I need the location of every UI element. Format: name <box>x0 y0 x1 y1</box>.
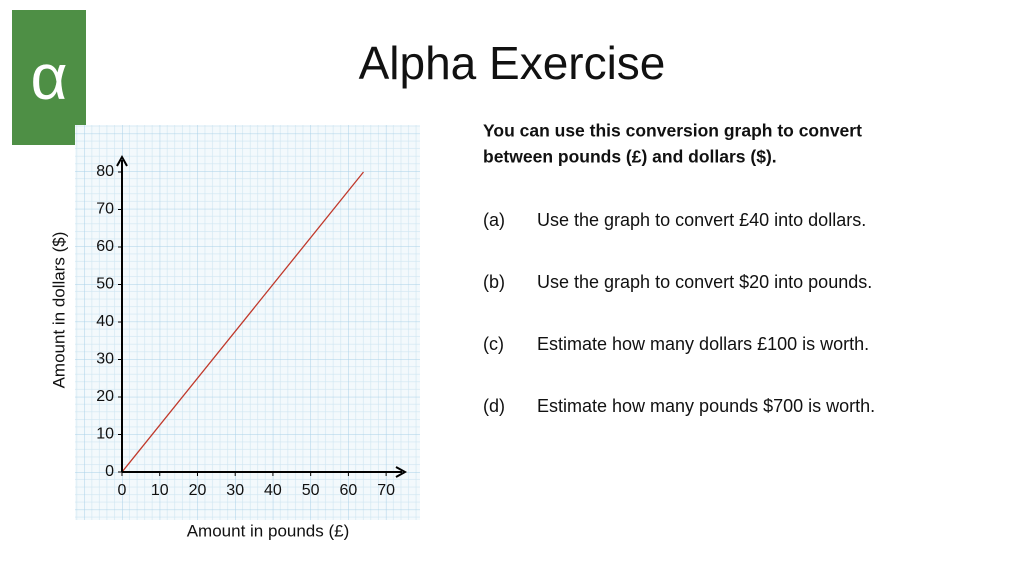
intro-line: You can use this conversion graph to con… <box>483 121 862 141</box>
slide-title: Alpha Exercise <box>359 37 666 89</box>
question-text: Estimate how many pounds $700 is worth. <box>537 396 875 416</box>
x-tick-label: 20 <box>189 482 207 499</box>
x-tick-label: 10 <box>151 482 169 499</box>
plot: 0 10 20 30 40 50 60 70 0 10 20 30 40 50 60 70 80 <box>96 163 395 499</box>
question-label: (a) <box>483 210 505 230</box>
question-text: Use the graph to convert £40 into dollar… <box>537 210 866 230</box>
question-label: (c) <box>483 334 504 354</box>
y-tick-label: 50 <box>96 276 114 293</box>
x-tick-label: 70 <box>377 482 395 499</box>
y-tick-label: 20 <box>96 388 114 405</box>
question-text: Use the graph to convert $20 into pounds… <box>537 272 872 292</box>
x-tick-label: 50 <box>302 482 320 499</box>
x-tick-label: 60 <box>340 482 358 499</box>
y-tick-label: 10 <box>96 426 114 443</box>
y-axis-label: Amount in dollars ($) <box>49 232 68 389</box>
conversion-line <box>121 171 364 473</box>
question-text: Estimate how many dollars £100 is worth. <box>537 334 869 354</box>
y-tick-label: 0 <box>105 463 114 480</box>
y-tick-label: 30 <box>96 351 114 368</box>
y-tick-label: 40 <box>96 313 114 330</box>
intro-line: between pounds (£) and dollars ($). <box>483 147 777 167</box>
question-label: (b) <box>483 272 505 292</box>
x-axis <box>122 466 408 478</box>
x-tick-label: 40 <box>264 482 282 499</box>
y-axis <box>116 154 128 472</box>
question-label: (d) <box>483 396 505 416</box>
y-tick-label: 80 <box>96 163 114 180</box>
questions: (a) Use the graph to convert £40 into dol… <box>483 210 875 416</box>
y-tick-label: 60 <box>96 238 114 255</box>
x-tick-label: 30 <box>226 482 244 499</box>
x-tick-label: 0 <box>118 482 127 499</box>
y-tick-label: 70 <box>96 201 114 218</box>
x-axis-label: Amount in pounds (£) <box>187 521 350 540</box>
logo-letter: α <box>31 41 68 113</box>
logo-badge <box>12 10 86 145</box>
graph-paper <box>75 125 420 520</box>
